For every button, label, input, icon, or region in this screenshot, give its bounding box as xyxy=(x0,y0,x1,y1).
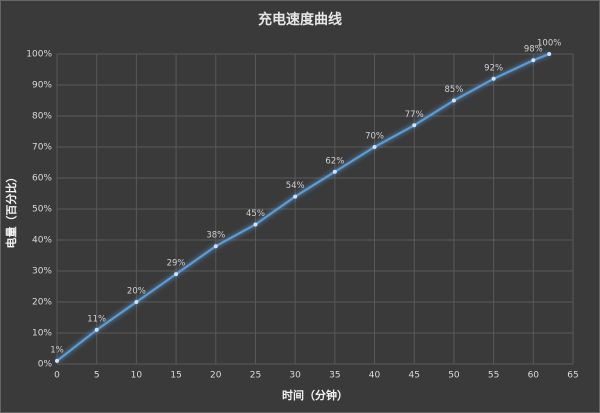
data-label: 92% xyxy=(484,63,503,73)
data-label: 98% xyxy=(524,45,543,55)
data-label: 45% xyxy=(246,209,265,219)
y-tick-label: 10% xyxy=(32,329,52,339)
y-tick-label: 60% xyxy=(32,174,52,184)
x-tick-label: 30 xyxy=(289,371,301,381)
x-tick-label: 15 xyxy=(170,371,181,381)
x-tick-label: 35 xyxy=(329,371,340,381)
x-tick-label: 0 xyxy=(54,371,60,381)
data-point xyxy=(372,145,377,149)
y-tick-label: 70% xyxy=(32,143,52,153)
data-label: 77% xyxy=(405,110,424,120)
x-tick-label: 5 xyxy=(94,371,100,381)
x-tick-label: 45 xyxy=(409,371,420,381)
y-axis-title: 电量（百分比） xyxy=(4,172,18,249)
data-point xyxy=(174,272,179,277)
x-tick-label: 65 xyxy=(567,371,578,381)
data-label: 85% xyxy=(444,85,463,95)
y-tick-label: 100% xyxy=(26,50,52,60)
x-tick-label: 40 xyxy=(369,371,381,381)
x-axis-title: 时间（分钟） xyxy=(282,388,348,402)
data-point xyxy=(451,98,456,103)
y-tick-label: 40% xyxy=(32,236,52,246)
data-line xyxy=(56,52,550,362)
data-label: 20% xyxy=(127,287,146,297)
data-point xyxy=(412,123,417,128)
y-tick-label: 90% xyxy=(32,81,52,91)
data-label: 54% xyxy=(286,181,305,191)
x-tick-label: 20 xyxy=(210,371,222,381)
y-tick-label: 80% xyxy=(32,112,52,122)
data-label: 70% xyxy=(365,132,384,142)
chart-title: 充电速度曲线 xyxy=(258,11,342,28)
y-tick-label: 50% xyxy=(32,205,52,215)
data-label: 1% xyxy=(50,345,64,355)
data-point xyxy=(332,169,337,174)
data-label: 100% xyxy=(537,39,561,49)
data-point xyxy=(55,358,59,363)
data-label: 11% xyxy=(87,314,106,324)
data-point xyxy=(491,76,496,81)
y-tick-label: 30% xyxy=(32,267,52,277)
data-point xyxy=(547,52,552,56)
x-tick-label: 50 xyxy=(448,371,460,381)
data-label: 62% xyxy=(325,156,344,166)
x-tick-label: 55 xyxy=(488,371,499,381)
x-tick-label: 10 xyxy=(131,371,143,381)
data-label: 29% xyxy=(167,259,186,269)
y-tick-label: 0% xyxy=(38,360,53,370)
data-point xyxy=(134,300,139,304)
x-tick-label: 60 xyxy=(528,371,540,381)
data-point xyxy=(253,222,258,227)
data-point xyxy=(531,58,536,63)
data-point xyxy=(293,194,298,199)
data-point xyxy=(94,327,99,332)
y-tick-label: 20% xyxy=(32,298,52,308)
data-point xyxy=(213,244,218,249)
data-label: 38% xyxy=(206,231,225,241)
x-tick-label: 25 xyxy=(250,371,261,381)
